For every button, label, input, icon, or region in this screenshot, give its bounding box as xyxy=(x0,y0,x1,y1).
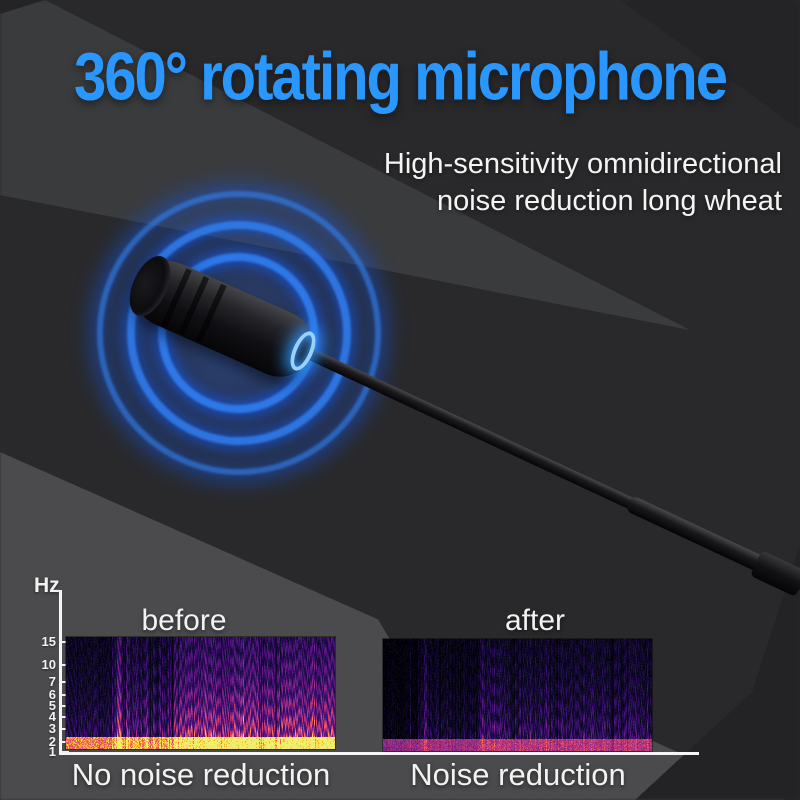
y-axis-tick-label: 15 xyxy=(41,634,56,649)
spectrogram-before xyxy=(66,637,335,749)
y-axis-tick-label: 10 xyxy=(41,657,56,672)
sound-wave-ring-middle xyxy=(127,221,351,445)
y-axis-tick-mark xyxy=(62,716,69,718)
y-axis-tick-label: 6 xyxy=(48,687,56,702)
y-axis-tick-mark xyxy=(62,705,69,707)
spectrogram-after xyxy=(383,639,652,751)
after-label: after xyxy=(504,604,566,637)
before-caption: No noise reduction xyxy=(71,757,331,792)
page-title: 360° rotating microphone xyxy=(74,39,728,115)
y-axis-tick-mark xyxy=(62,741,69,743)
y-axis-tick-mark xyxy=(62,751,69,753)
y-axis-tick-label: 2 xyxy=(48,734,56,749)
y-axis-tick-mark xyxy=(62,664,69,666)
subtitle-line-2: noise reduction long wheat xyxy=(436,185,782,217)
y-axis-line xyxy=(59,590,62,754)
subtitle-line-1: High-sensitivity omnidirectional xyxy=(383,148,782,180)
y-axis-tick-mark xyxy=(62,641,69,643)
y-axis-tick-mark xyxy=(62,728,69,730)
y-axis-tick-label: 5 xyxy=(48,698,56,713)
y-axis-tick-mark xyxy=(62,694,69,696)
before-label: before xyxy=(141,604,227,637)
sound-wave-ring-outer xyxy=(97,191,381,475)
sound-wave-ring-inner xyxy=(158,253,318,413)
y-axis-tick-label: 7 xyxy=(48,674,56,689)
y-axis-tick-mark xyxy=(62,681,69,683)
y-axis-tick-label: 4 xyxy=(48,709,56,724)
y-axis-tick-label: 3 xyxy=(48,721,56,736)
y-axis-ticks: 15 10 7 6 5 4 3 2 1 xyxy=(0,560,800,800)
y-axis-tick-label: 1 xyxy=(48,744,56,759)
noise-comparison-panel: Hz 15 10 7 6 5 4 3 2 1 before after No noise red… xyxy=(0,560,800,800)
axis-unit-label: Hz xyxy=(34,574,60,597)
subtitle: High-sensitivity omnidirectional noise r… xyxy=(222,146,782,220)
x-axis-line xyxy=(59,752,699,755)
after-caption: Noise reduction xyxy=(410,757,626,792)
